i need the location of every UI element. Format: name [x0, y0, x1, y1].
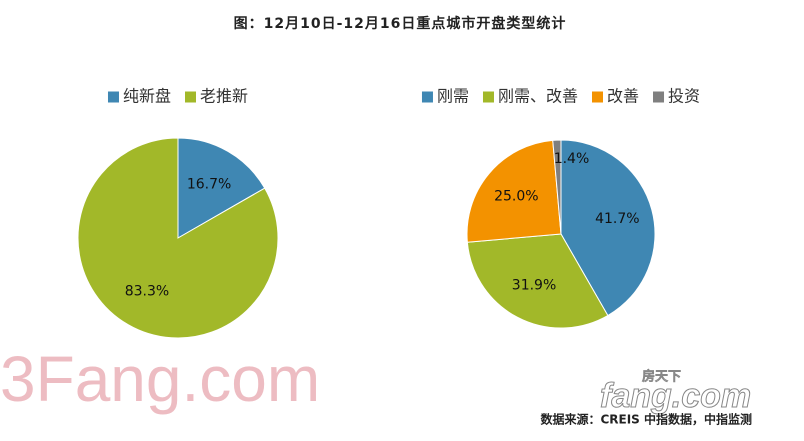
data-label: 1.4% — [554, 151, 590, 167]
watermark: fang.com — [600, 377, 751, 415]
legend-label: 改善 — [607, 87, 639, 106]
legend-swatch — [185, 91, 196, 103]
data-label: 41.7% — [595, 211, 639, 227]
legend-swatch — [421, 91, 433, 103]
legend-label: 老推新 — [200, 87, 248, 106]
pie-slice — [77, 137, 279, 339]
legend-swatch — [107, 91, 119, 103]
source: 数据来源：CREIS 中指数据，中指监测 — [540, 412, 752, 427]
watermark: 房天下 — [642, 369, 681, 385]
data-label: 16.7% — [187, 176, 231, 192]
pie-slice — [560, 139, 656, 317]
data-label: 83.3% — [125, 284, 169, 300]
legend-swatch — [592, 91, 603, 103]
legend-label: 纯新盘 — [123, 87, 171, 106]
data-label: 31.9% — [512, 278, 556, 294]
pie-slice — [177, 137, 266, 239]
data-label: 25.0% — [494, 189, 538, 205]
title: 图：12月10日-12月16日重点城市开盘类型统计 — [234, 15, 567, 32]
watermark: 3Fang.com — [0, 343, 320, 415]
legend-swatch — [482, 91, 494, 103]
legend-label: 刚需、改善 — [498, 87, 578, 106]
pie-slice — [552, 139, 562, 235]
pie-slice — [466, 139, 562, 243]
pie-slice — [466, 233, 609, 329]
legend-label: 刚需 — [437, 87, 469, 106]
legend-label: 投资 — [668, 87, 700, 106]
legend-swatch — [653, 91, 665, 103]
